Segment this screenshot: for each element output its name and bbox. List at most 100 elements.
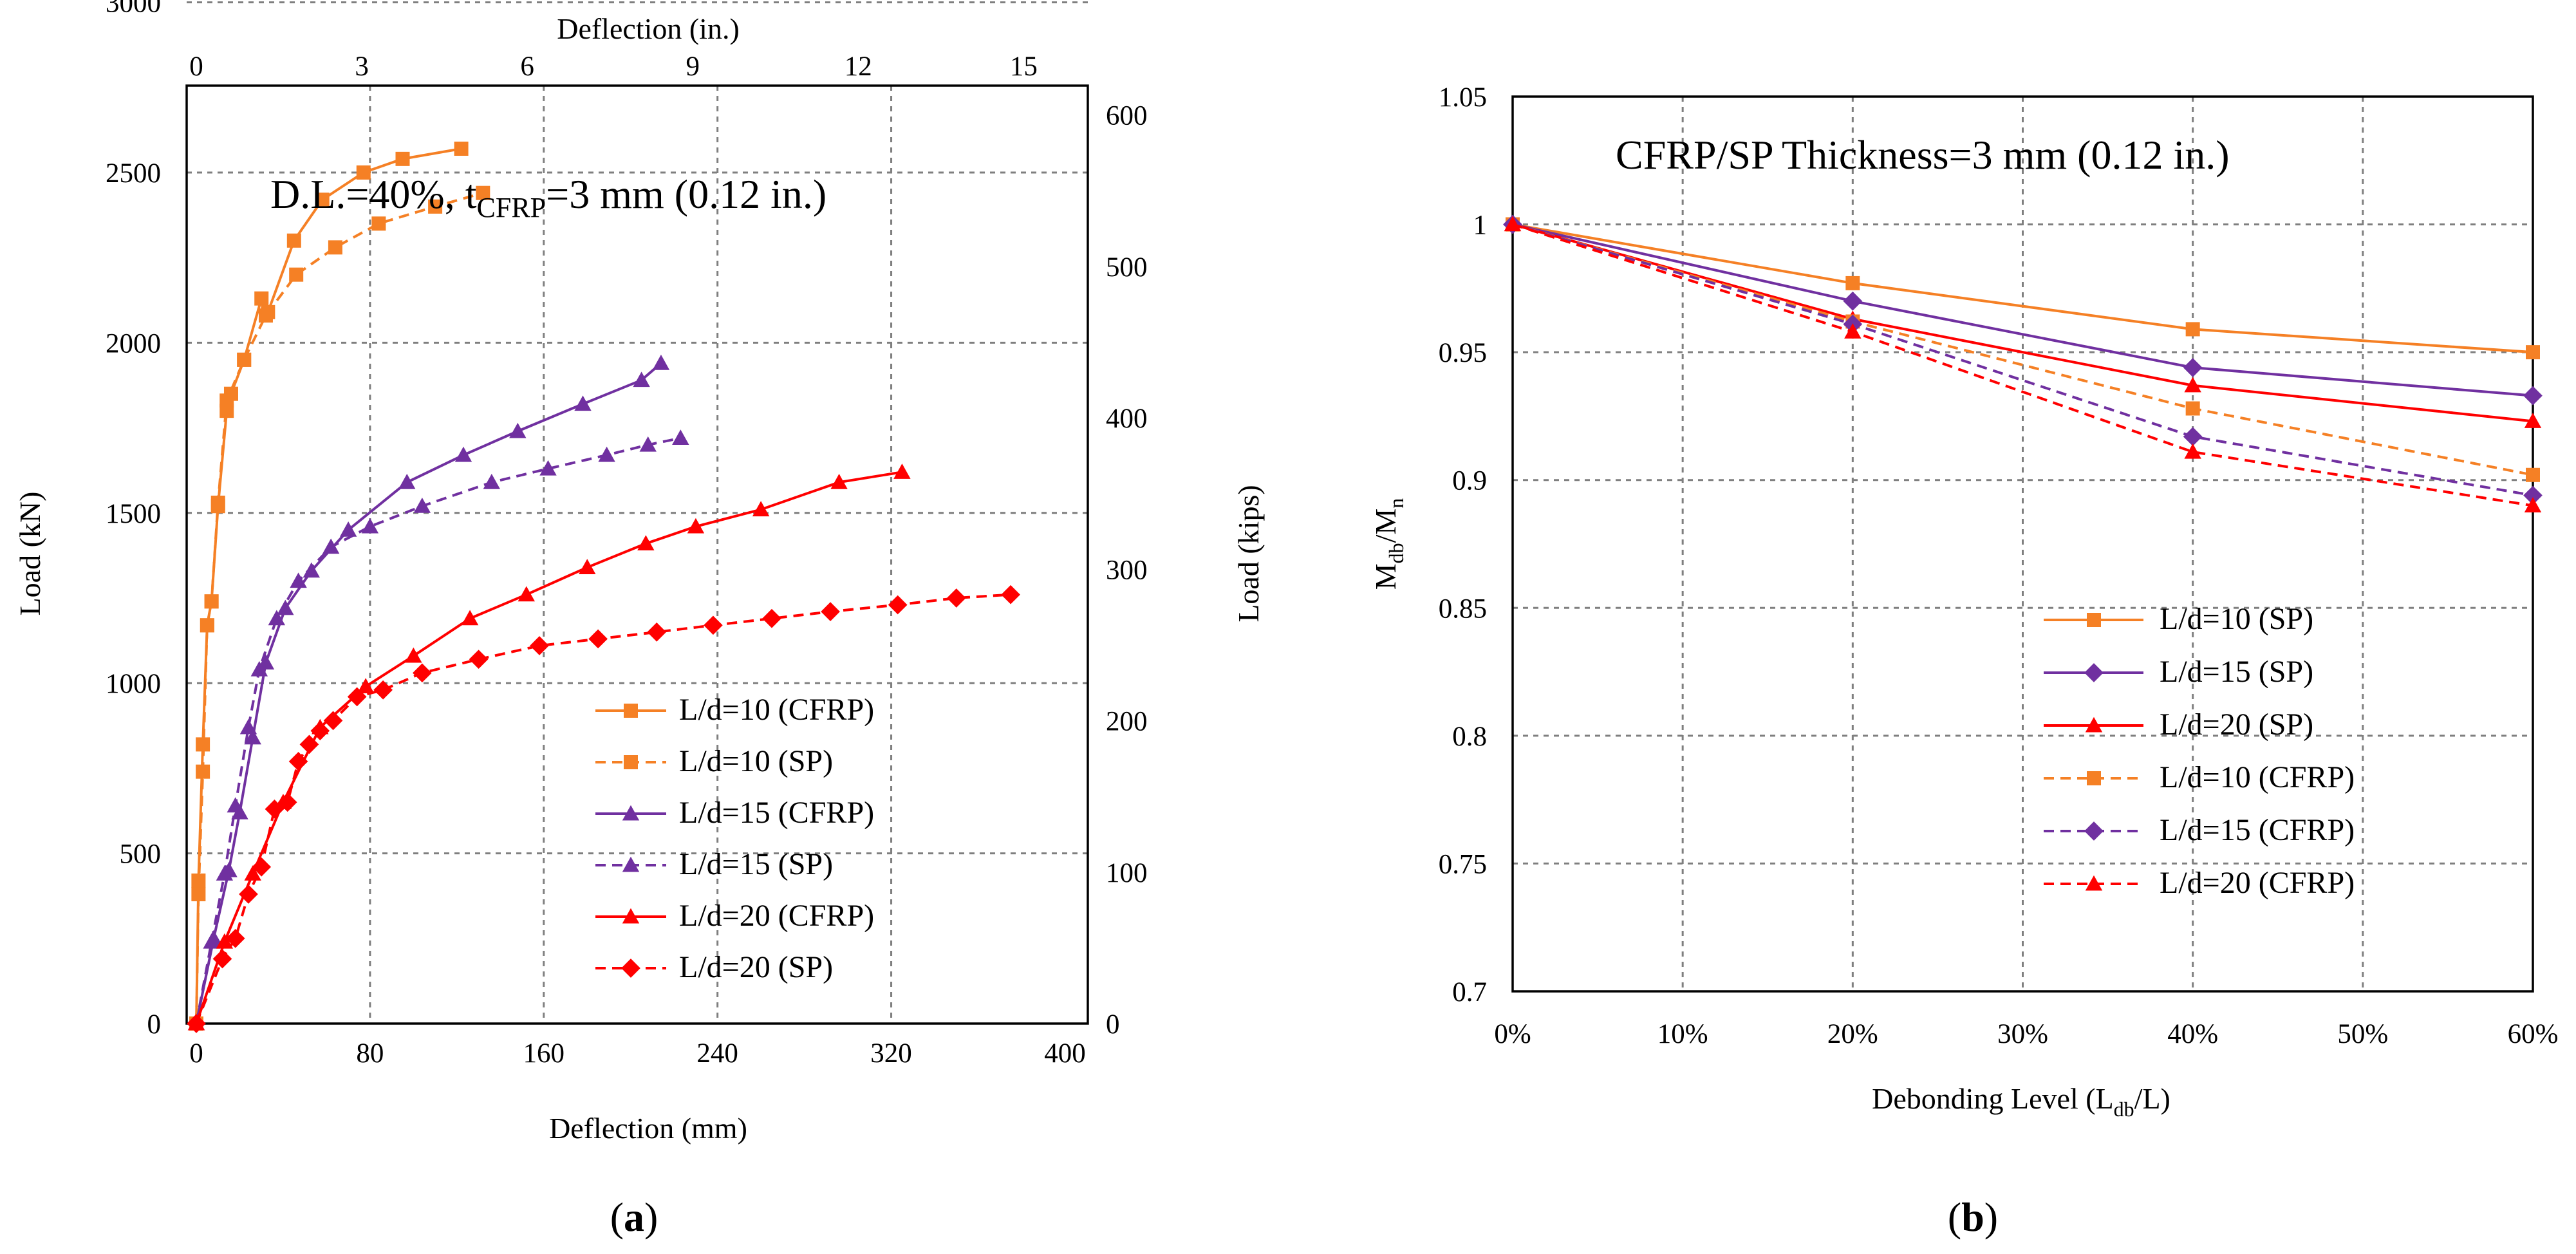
x-tick-label: 50% bbox=[2337, 1019, 2388, 1049]
data-point bbox=[752, 501, 770, 517]
series-l-d-15-sp- bbox=[187, 429, 689, 1031]
right-tick-label: 600 bbox=[1106, 101, 1148, 131]
x-tick-label: 20% bbox=[1827, 1019, 1878, 1049]
series-l-d-15-cfrp- bbox=[187, 354, 670, 1031]
legend-swatch-marker bbox=[622, 856, 640, 872]
y-tick-label: 3000 bbox=[106, 0, 161, 19]
data-point bbox=[2185, 322, 2200, 337]
data-point bbox=[652, 354, 670, 370]
data-point bbox=[398, 474, 416, 489]
y-tick-label: 1.05 bbox=[1439, 82, 1487, 113]
data-point bbox=[303, 562, 321, 578]
data-point bbox=[373, 680, 393, 700]
chart-a-right-axis-label: Load (kips) bbox=[1232, 485, 1265, 622]
data-point bbox=[212, 949, 232, 969]
chart-b-x-ticks: 0% 10% 20% 30% 40% 50% 60% bbox=[1494, 1019, 2558, 1049]
legend-swatch-marker bbox=[2085, 875, 2103, 891]
series-line bbox=[195, 593, 1011, 1024]
data-point bbox=[210, 495, 225, 510]
chart-a-legend: L/d=10 (CFRP) L/d=10 (SP) L/d=15 (CFRP) L/d… bbox=[595, 693, 874, 984]
legend-label: L/d=20 (SP) bbox=[2160, 707, 2313, 742]
data-point bbox=[254, 291, 269, 306]
legend-label: L/d=20 (CFRP) bbox=[679, 899, 874, 933]
data-point bbox=[579, 559, 596, 574]
series-l-d-10-sp- bbox=[189, 185, 490, 1031]
series-l-d-20-cfrp- bbox=[1504, 216, 2542, 512]
data-point bbox=[704, 615, 723, 635]
data-point bbox=[598, 446, 615, 462]
data-point bbox=[250, 660, 268, 677]
data-point bbox=[225, 928, 245, 948]
top-tick-label: 15 bbox=[1010, 51, 1038, 82]
data-point bbox=[347, 687, 367, 707]
top-tick-label: 3 bbox=[355, 51, 369, 82]
data-point bbox=[339, 521, 357, 537]
legend-label: L/d=10 (SP) bbox=[679, 744, 833, 778]
data-point bbox=[821, 602, 840, 622]
data-point bbox=[322, 538, 340, 554]
right-tick-label: 400 bbox=[1106, 404, 1148, 434]
data-point bbox=[687, 518, 705, 534]
legend-swatch-marker bbox=[2087, 771, 2101, 785]
data-point bbox=[1504, 216, 1522, 232]
legend-label: L/d=10 (CFRP) bbox=[2160, 760, 2355, 794]
chart-a: 0 80 160 240 320 400 050010001500200025003000… bbox=[14, 0, 1265, 1240]
legend-swatch-marker bbox=[622, 805, 640, 821]
y-tick-label: 0.7 bbox=[1452, 977, 1487, 1007]
series-line bbox=[1512, 223, 2534, 354]
x-tick-label: 0% bbox=[1494, 1019, 1531, 1049]
chart-b-x-axis-label: Debonding Level (Ldb/L) bbox=[1872, 1082, 2170, 1121]
data-point bbox=[539, 460, 557, 476]
legend-swatch-marker bbox=[2085, 716, 2103, 733]
data-point bbox=[187, 1014, 206, 1033]
data-point bbox=[2184, 443, 2201, 459]
chart-a-right-ticks: 0100200300400500600700 bbox=[1106, 101, 1148, 1040]
data-point bbox=[2523, 485, 2543, 505]
data-point bbox=[530, 636, 549, 655]
x-tick-label: 240 bbox=[696, 1038, 738, 1069]
legend-label: L/d=20 (CFRP) bbox=[2160, 866, 2355, 900]
x-tick-label: 160 bbox=[523, 1038, 565, 1069]
data-point bbox=[288, 751, 308, 771]
data-point bbox=[216, 865, 234, 881]
data-point bbox=[2526, 467, 2540, 482]
legend-label: L/d=15 (SP) bbox=[679, 847, 833, 881]
legend-swatch-marker bbox=[624, 704, 638, 718]
data-point bbox=[268, 610, 286, 626]
chart-a-y-axis-label: Load (kN) bbox=[14, 492, 46, 616]
legend-label: L/d=15 (CFRP) bbox=[679, 796, 874, 830]
legend-swatch-marker bbox=[2087, 613, 2101, 627]
data-point bbox=[310, 721, 330, 741]
data-point bbox=[356, 165, 371, 180]
chart-a-top-axis-label: Deflection (in.) bbox=[557, 12, 740, 45]
right-tick-label: 500 bbox=[1106, 252, 1148, 283]
data-point bbox=[1001, 585, 1020, 604]
data-point bbox=[237, 352, 252, 367]
y-tick-label: 0 bbox=[147, 1009, 162, 1040]
chart-a-plot-frame bbox=[185, 84, 1089, 1025]
data-point bbox=[323, 711, 343, 731]
data-point bbox=[196, 764, 210, 779]
series-l-d-20-sp- bbox=[187, 585, 1020, 1033]
data-point bbox=[454, 141, 469, 156]
data-point bbox=[219, 393, 234, 408]
data-point bbox=[588, 629, 608, 649]
data-point bbox=[290, 572, 307, 588]
data-point bbox=[893, 463, 911, 479]
legend-label: L/d=20 (SP) bbox=[679, 950, 833, 984]
data-point bbox=[946, 588, 966, 608]
chart-a-y-ticks: 0 500 1000 1500 2000 2500 3000 bbox=[106, 0, 161, 1040]
data-point bbox=[299, 735, 319, 754]
data-point bbox=[830, 474, 848, 489]
legend-swatch-marker bbox=[621, 959, 640, 978]
top-tick-label: 0 bbox=[189, 51, 203, 82]
y-tick-label: 500 bbox=[120, 839, 162, 870]
legend-swatch-marker bbox=[2084, 663, 2104, 682]
caption-letter: b bbox=[1961, 1194, 1984, 1240]
y-tick-label: 0.9 bbox=[1452, 466, 1487, 496]
data-point bbox=[2185, 401, 2200, 416]
data-point bbox=[483, 474, 501, 489]
chart-a-title: D.L.=40%, tCFRP=3 mm (0.12 in.) bbox=[270, 171, 826, 223]
legend-item: L/d=20 (SP) bbox=[595, 950, 833, 984]
